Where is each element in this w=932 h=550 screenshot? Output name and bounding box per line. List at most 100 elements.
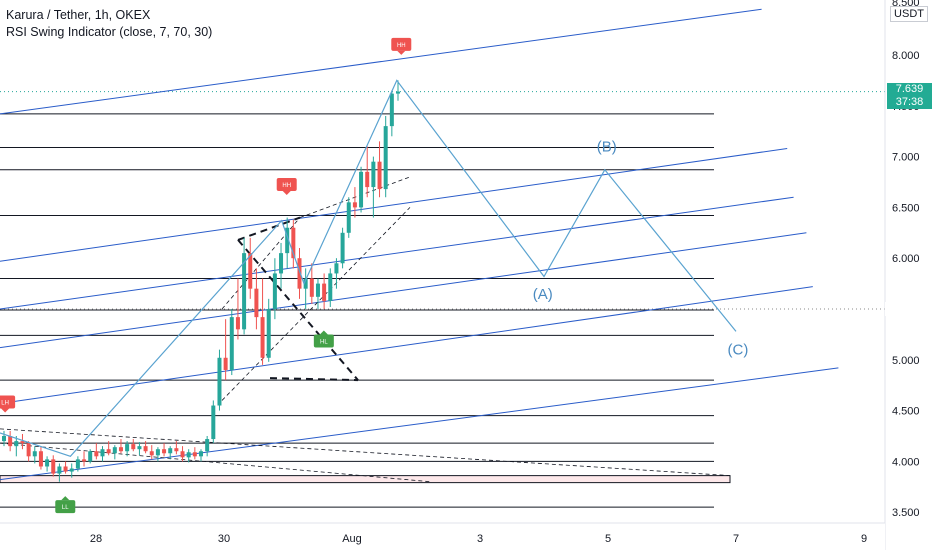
marker-pointer — [282, 191, 291, 196]
candle-body — [328, 273, 333, 301]
indicator-title: RSI Swing Indicator (close, 7, 70, 30) — [6, 25, 213, 39]
wave-label: (C) — [728, 342, 749, 359]
wave-label: (A) — [533, 286, 553, 303]
time-tick: 9 — [861, 533, 867, 545]
marker-label: HL — [320, 340, 328, 346]
candle-body — [38, 451, 43, 467]
dashed-patterns — [0, 176, 731, 483]
symbol-title: Karura / Tether, 1h, OKEX — [6, 8, 151, 22]
marker-box — [391, 37, 412, 51]
time-axis-bg — [0, 523, 885, 550]
candle-body — [149, 451, 154, 456]
candle-body — [211, 405, 216, 440]
channel-line — [0, 147, 788, 262]
candle-body — [322, 283, 327, 301]
price-tick: 4.500 — [892, 406, 920, 418]
marker-box — [313, 334, 334, 348]
swing-marker: LL — [55, 496, 76, 514]
candle-body — [309, 278, 314, 297]
dashed-trendline — [221, 207, 411, 401]
candle-body — [63, 466, 68, 472]
candle-body — [352, 202, 357, 208]
swing-markers: HH HH HL LH LL — [0, 37, 412, 514]
marker-label: LL — [62, 505, 69, 511]
candle-body — [100, 449, 105, 457]
channel-line — [0, 232, 807, 349]
marker-label: HH — [397, 43, 406, 49]
candle-body — [248, 253, 253, 289]
candle-body — [359, 171, 364, 208]
candle-body — [266, 309, 271, 358]
candle-body — [205, 439, 210, 452]
candle-body — [291, 227, 296, 259]
candle-body — [20, 441, 25, 444]
price-tick: 5.000 — [892, 355, 920, 367]
candle-body — [180, 451, 185, 458]
swing-marker: HL — [313, 330, 334, 348]
price-axis[interactable]: 8.5003.5004.0004.5005.0005.5006.0006.500… — [884, 0, 932, 550]
pattern-line — [237, 216, 301, 241]
swing-marker: LH — [0, 395, 16, 413]
price-tick: 6.000 — [892, 253, 920, 265]
price-5500-bg — [885, 302, 932, 316]
candle-body — [57, 466, 62, 474]
price-tick: 6.500 — [892, 202, 920, 214]
candle-body — [199, 451, 203, 457]
time-axis[interactable]: 28 30 Aug 3 5 7 9 — [0, 522, 885, 550]
marker-box — [55, 500, 76, 514]
candle-body — [162, 449, 167, 454]
trend-channel — [0, 8, 839, 481]
channel-line — [0, 286, 813, 404]
marker-pointer — [1, 408, 10, 413]
candle-body — [396, 91, 400, 94]
marker-label: HH — [282, 183, 291, 189]
time-tick: 7 — [733, 533, 739, 545]
candle-body — [88, 451, 93, 462]
currency-label[interactable]: USDT — [890, 6, 928, 22]
channel-line — [0, 196, 794, 310]
marker-pointer — [61, 496, 70, 501]
time-tick: 28 — [90, 533, 102, 545]
swing-marker: HH — [276, 178, 297, 196]
candle-body — [272, 273, 277, 309]
candle-body — [285, 227, 290, 254]
candle-body — [297, 258, 302, 289]
candle-body — [131, 444, 136, 450]
candle-body — [174, 448, 179, 452]
pattern-line — [237, 239, 359, 381]
candle-body — [143, 446, 148, 452]
candle-body — [82, 459, 87, 462]
candle-body — [32, 451, 37, 457]
candle-body — [371, 161, 376, 188]
candle-body — [69, 468, 74, 472]
candle-body — [242, 253, 247, 330]
time-tick: Aug — [342, 533, 362, 545]
support-zone — [0, 475, 731, 484]
candle-body — [279, 253, 284, 274]
candle-body — [334, 263, 339, 274]
marker-pointer — [397, 50, 406, 55]
price-tick: 4.000 — [892, 456, 920, 468]
candle-body — [389, 93, 394, 127]
candle-body — [260, 317, 265, 358]
candle-body — [383, 126, 388, 190]
candle-body — [186, 452, 191, 458]
candle-body — [223, 357, 228, 370]
candle-body — [8, 436, 13, 447]
candle-body — [254, 288, 259, 318]
swing-marker: HH — [391, 37, 412, 55]
candle-body — [125, 444, 130, 452]
marker-box — [276, 178, 297, 192]
price-tick: 8.000 — [892, 50, 920, 62]
price-tick: 3.500 — [892, 507, 920, 519]
wave-path — [0, 79, 737, 458]
candle-body — [168, 448, 173, 454]
wave-projection: (A) (B) (C) — [0, 79, 749, 458]
time-tick: 3 — [477, 533, 483, 545]
last-price-badge: 7.639 — [887, 83, 932, 96]
candle-body — [112, 447, 117, 454]
bar-countdown: 37:38 — [887, 96, 932, 109]
wave-label: (B) — [597, 139, 617, 156]
marker-box — [0, 395, 16, 409]
